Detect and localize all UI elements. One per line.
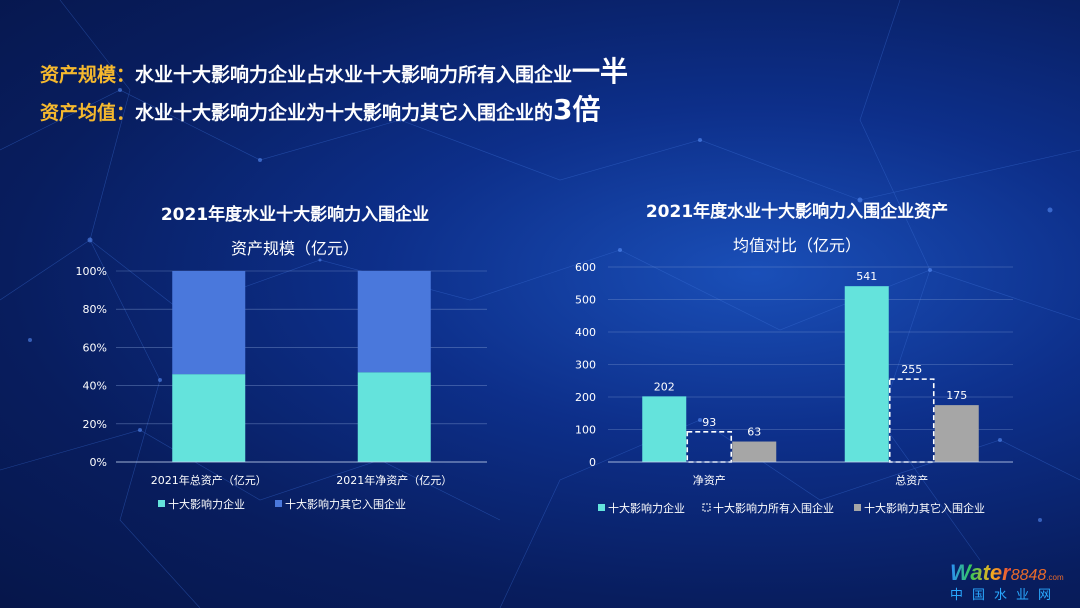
logo-subtitle: 中国水业网	[950, 587, 1061, 602]
bar-series-1	[642, 396, 687, 462]
bar-series-1	[844, 286, 889, 462]
legend-label: 十大影响力其它入围企业	[285, 497, 406, 511]
chart2-title-block: 2021年度水业十大影响力入围企业资产 均值对比（亿元）	[597, 197, 997, 256]
headline-keyword: 资产规模：	[40, 64, 136, 86]
y-tick-label: 300	[575, 359, 596, 372]
bar-series-3	[732, 441, 777, 462]
y-tick-label: 500	[575, 294, 596, 307]
logo-number: 8848	[1010, 567, 1047, 584]
y-tick-label: 60%	[83, 341, 107, 354]
y-tick-label: 400	[575, 326, 596, 339]
chart1-title: 2021年度水业十大影响力入围企业	[160, 205, 430, 225]
x-category-label: 2021年总资产（亿元）	[151, 473, 267, 487]
logo-suffix: .com	[1046, 573, 1064, 582]
y-tick-label: 200	[575, 391, 596, 404]
data-label: 541	[856, 270, 877, 283]
legend-label: 十大影响力企业	[168, 497, 245, 511]
legend-swatch	[854, 504, 861, 511]
water8848-logo: Water8848.com 中国水业网	[950, 560, 1064, 603]
y-tick-label: 0	[589, 456, 596, 469]
bar-series-2	[686, 430, 733, 463]
legend-label: 十大影响力所有入围企业	[713, 501, 834, 515]
legend-label: 十大影响力其它入围企业	[864, 501, 985, 515]
bar-series-3	[934, 405, 979, 462]
x-category-label: 总资产	[895, 473, 928, 487]
legend-swatch	[598, 504, 605, 511]
legend-swatch	[702, 503, 711, 512]
headline-emphasis: 3倍	[553, 93, 601, 126]
y-tick-label: 600	[575, 261, 596, 274]
y-tick-label: 100	[575, 424, 596, 437]
bar-series-2	[888, 378, 935, 463]
headline-asset-scale: 资产规模：水业十大影响力企业占水业十大影响力所有入围企业一半	[40, 50, 628, 90]
y-tick-label: 80%	[83, 303, 107, 316]
headline-emphasis: 一半	[572, 55, 629, 88]
logo-brand: Water	[950, 560, 1011, 585]
chart2-subtitle: 均值对比（亿元）	[732, 236, 861, 255]
legend-label: 十大影响力企业	[608, 501, 685, 515]
y-tick-label: 20%	[83, 418, 107, 431]
legend-swatch	[158, 500, 165, 507]
legend-swatch	[275, 500, 282, 507]
data-label: 202	[654, 380, 675, 393]
data-label: 175	[946, 389, 967, 402]
data-label: 255	[901, 363, 922, 376]
data-label: 63	[747, 426, 761, 439]
chart1-subtitle: 资产规模（亿元）	[230, 239, 359, 258]
x-category-label: 2021年净资产（亿元）	[336, 473, 452, 487]
data-label: 93	[702, 416, 716, 429]
bar-segment-1	[172, 374, 246, 462]
x-category-label: 净资产	[693, 473, 726, 487]
headline-keyword: 资产均值：	[40, 102, 136, 124]
headline-text: 水业十大影响力企业为十大影响力其它入围企业的	[135, 102, 554, 124]
chart1-title-block: 2021年度水业十大影响力入围企业 资产规模（亿元）	[95, 200, 495, 259]
y-tick-label: 0%	[90, 456, 107, 469]
headline-text: 水业十大影响力企业占水业十大影响力所有入围企业	[135, 64, 573, 86]
bar-segment-1	[357, 372, 431, 462]
y-tick-label: 40%	[83, 380, 107, 393]
headline-asset-average: 资产均值：水业十大影响力企业为十大影响力其它入围企业的3倍	[40, 88, 601, 128]
y-tick-label: 100%	[76, 265, 107, 278]
bar-segment-2	[172, 271, 246, 375]
chart2-title: 2021年度水业十大影响力入围企业资产	[645, 202, 949, 222]
bar-segment-2	[357, 271, 431, 373]
